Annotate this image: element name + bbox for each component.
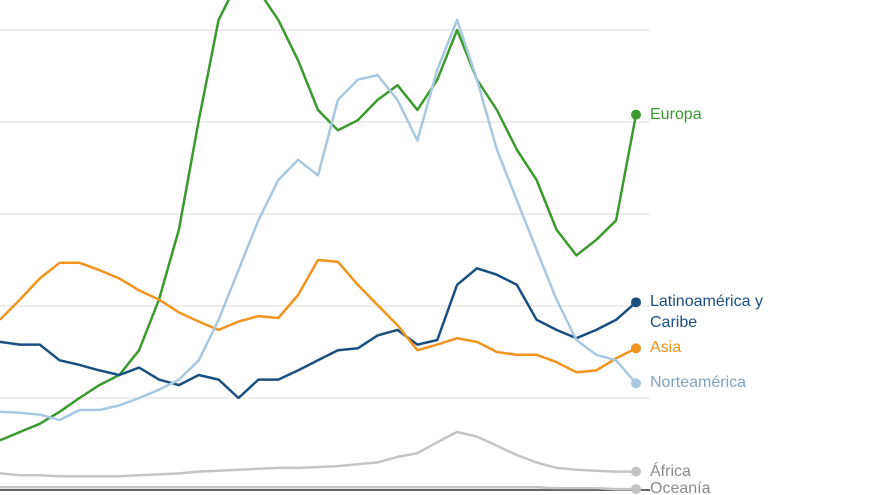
end-dot — [631, 343, 641, 354]
end-dot — [631, 378, 641, 389]
end-dot — [631, 109, 641, 120]
series-line — [0, 430, 636, 478]
series-line — [0, 0, 638, 442]
series-line — [0, 18, 637, 422]
series-line — [0, 267, 637, 400]
series-label: Norteamérica — [650, 374, 747, 392]
series-label: Latinoamérica y Caribe — [650, 293, 763, 332]
series-label: Oceanía — [650, 480, 711, 495]
series-line — [0, 258, 637, 374]
series-line — [0, 485, 636, 491]
series-label: Asia — [650, 339, 682, 357]
end-dot — [631, 484, 641, 495]
end-dot — [631, 297, 641, 308]
end-dot — [631, 466, 641, 477]
series-label: Europa — [650, 105, 702, 123]
series-label: África — [650, 462, 691, 480]
